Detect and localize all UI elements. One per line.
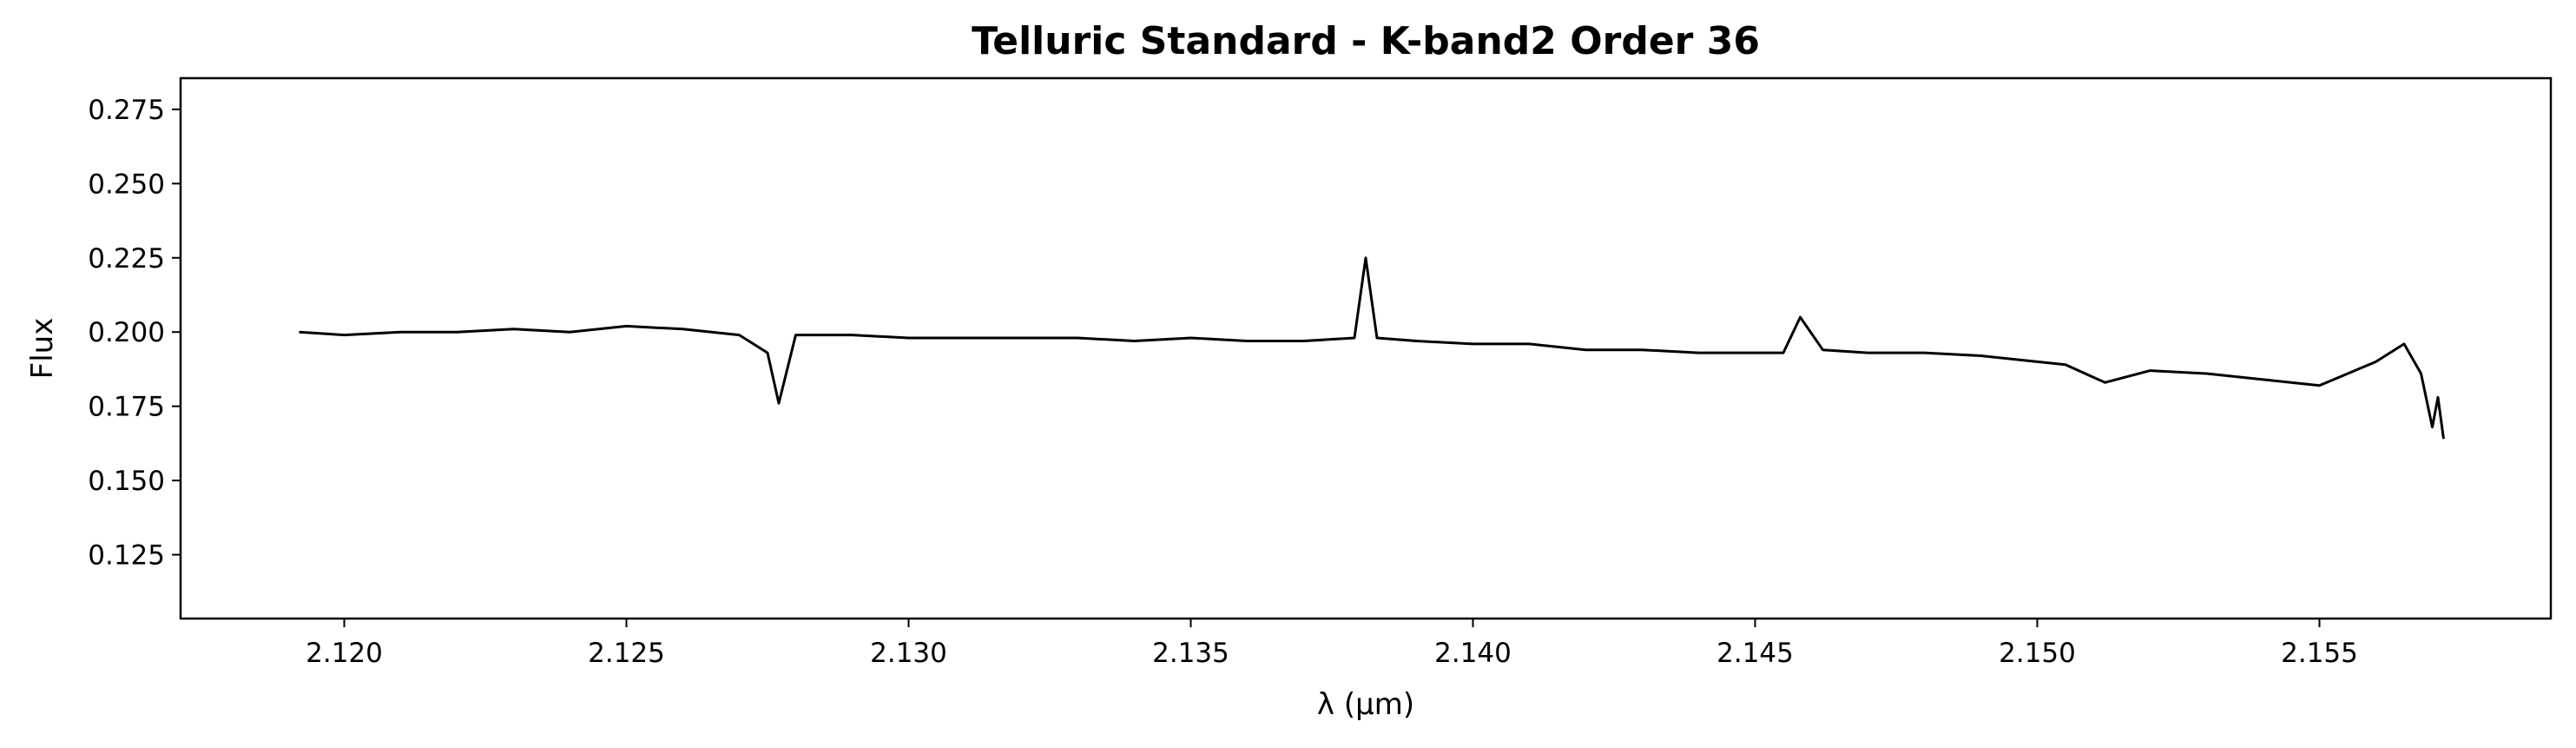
x-tick-label: 2.135 (1152, 638, 1229, 669)
x-axis-label: λ (μm) (1317, 687, 1414, 722)
x-tick-label: 2.145 (1716, 638, 1794, 669)
x-tick-label: 2.150 (1999, 638, 2076, 669)
y-axis-ticks: 0.125 0.150 0.175 0.200 0.225 0.250 0.275 (88, 95, 181, 572)
chart-title: Telluric Standard - K-band2 Order 36 (972, 19, 1760, 63)
y-tick-label: 0.150 (88, 466, 165, 497)
y-tick-label: 0.200 (88, 317, 165, 348)
y-axis-label: Flux (25, 318, 60, 380)
x-axis-ticks: 2.120 2.125 2.130 2.135 2.140 2.145 2.150 2.155 (306, 619, 2358, 669)
x-tick-label: 2.140 (1434, 638, 1512, 669)
x-tick-label: 2.130 (870, 638, 947, 669)
x-tick-label: 2.125 (588, 638, 665, 669)
y-tick-label: 0.225 (88, 243, 165, 275)
flux-series-line (299, 256, 2445, 440)
y-tick-label: 0.175 (88, 392, 165, 423)
y-tick-label: 0.250 (88, 169, 165, 200)
x-tick-label: 2.155 (2281, 638, 2358, 669)
y-tick-label: 0.275 (88, 95, 165, 126)
x-tick-label: 2.120 (306, 638, 383, 669)
plot-area-frame (179, 76, 2553, 620)
y-tick-label: 0.125 (88, 540, 165, 572)
